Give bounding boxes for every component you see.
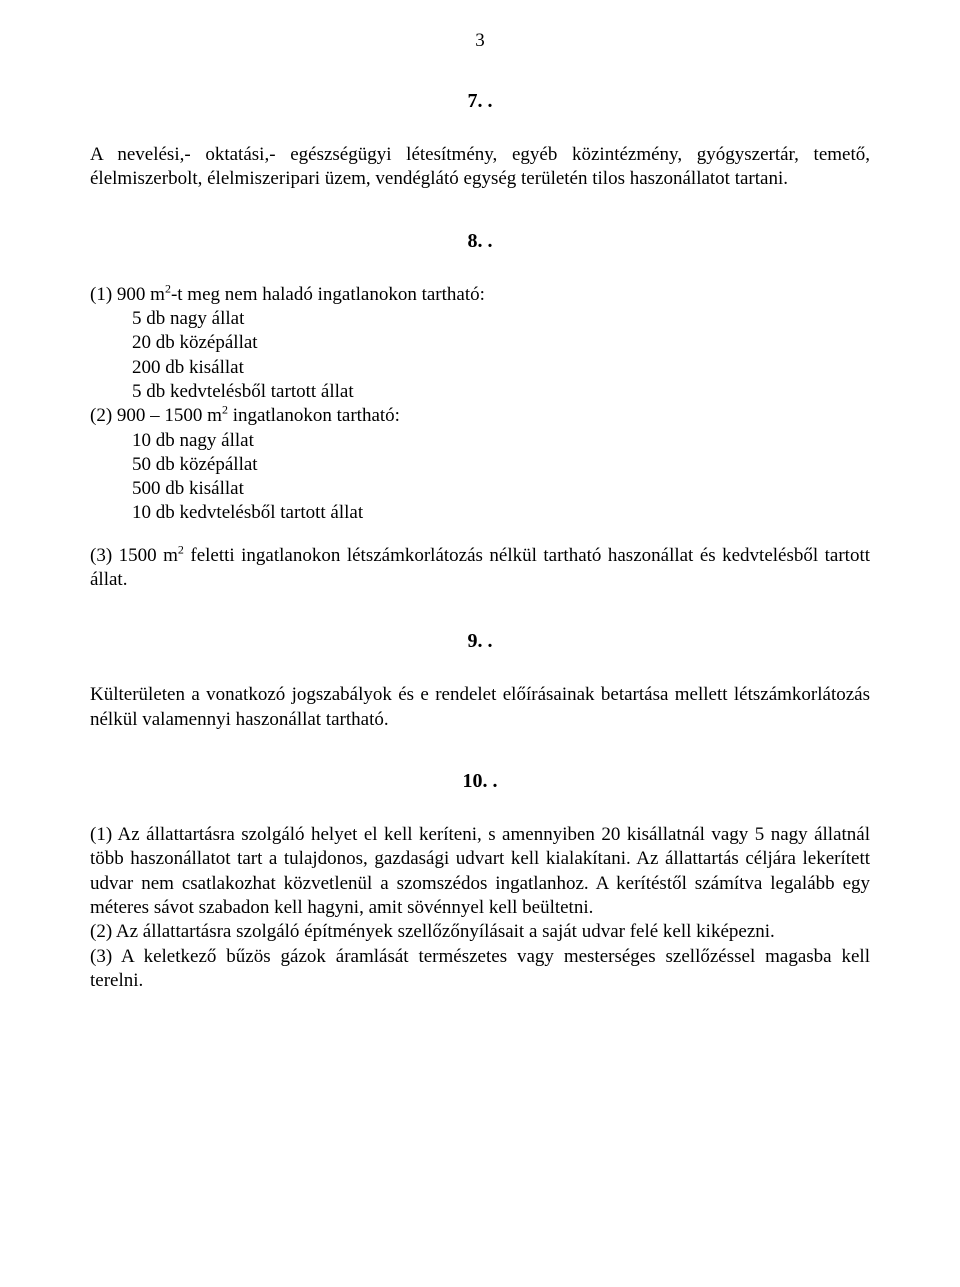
- section-7-heading: 7. .: [90, 90, 870, 113]
- section-10-paragraph-2: (2) Az állattartásra szolgáló építmények…: [90, 920, 870, 944]
- list-item: 10 db kedvtelésből tartott állat: [132, 501, 870, 525]
- section-8-p3-lead: (3) 1500 m: [90, 545, 178, 566]
- section-10-paragraph-1: (1) Az állattartásra szolgáló helyet el …: [90, 823, 870, 920]
- section-8-p1-list: 5 db nagy állat 20 db középállat 200 db …: [90, 307, 870, 404]
- section-8-p2-lead: (2) 900 – 1500 m: [90, 405, 222, 426]
- list-item: 5 db kedvtelésből tartott állat: [132, 380, 870, 404]
- section-8-heading: 8. .: [90, 230, 870, 253]
- section-8-p3-rest: feletti ingatlanokon létszámkorlátozás n…: [90, 545, 870, 590]
- section-8-p1-rest: -t meg nem haladó ingatlanokon tartható:: [171, 284, 485, 305]
- section-10-paragraph-3: (3) A keletkező bűzös gázok áramlását te…: [90, 945, 870, 994]
- list-item: 20 db középállat: [132, 331, 870, 355]
- section-8-p1-lead: (1) 900 m: [90, 284, 165, 305]
- list-item: 5 db nagy állat: [132, 307, 870, 331]
- section-9-heading: 9. .: [90, 630, 870, 653]
- section-8-paragraph-1: (1) 900 m2-t meg nem haladó ingatlanokon…: [90, 283, 870, 526]
- section-8-p2-rest: ingatlanokon tartható:: [228, 405, 400, 426]
- list-item: 50 db középállat: [132, 453, 870, 477]
- list-item: 200 db kisállat: [132, 356, 870, 380]
- section-8-p2-list: 10 db nagy állat 50 db középállat 500 db…: [90, 429, 870, 526]
- section-7-paragraph: A nevelési,- oktatási,- egészségügyi lét…: [90, 143, 870, 192]
- list-item: 500 db kisállat: [132, 477, 870, 501]
- section-8-paragraph-3: (3) 1500 m2 feletti ingatlanokon létszám…: [90, 544, 870, 593]
- section-10-heading: 10. .: [90, 770, 870, 793]
- list-item: 10 db nagy állat: [132, 429, 870, 453]
- section-9-paragraph: Külterületen a vonatkozó jogszabályok és…: [90, 683, 870, 732]
- document-page: 3 7. . A nevelési,- oktatási,- egészségü…: [90, 0, 870, 1033]
- page-number: 3: [90, 30, 870, 52]
